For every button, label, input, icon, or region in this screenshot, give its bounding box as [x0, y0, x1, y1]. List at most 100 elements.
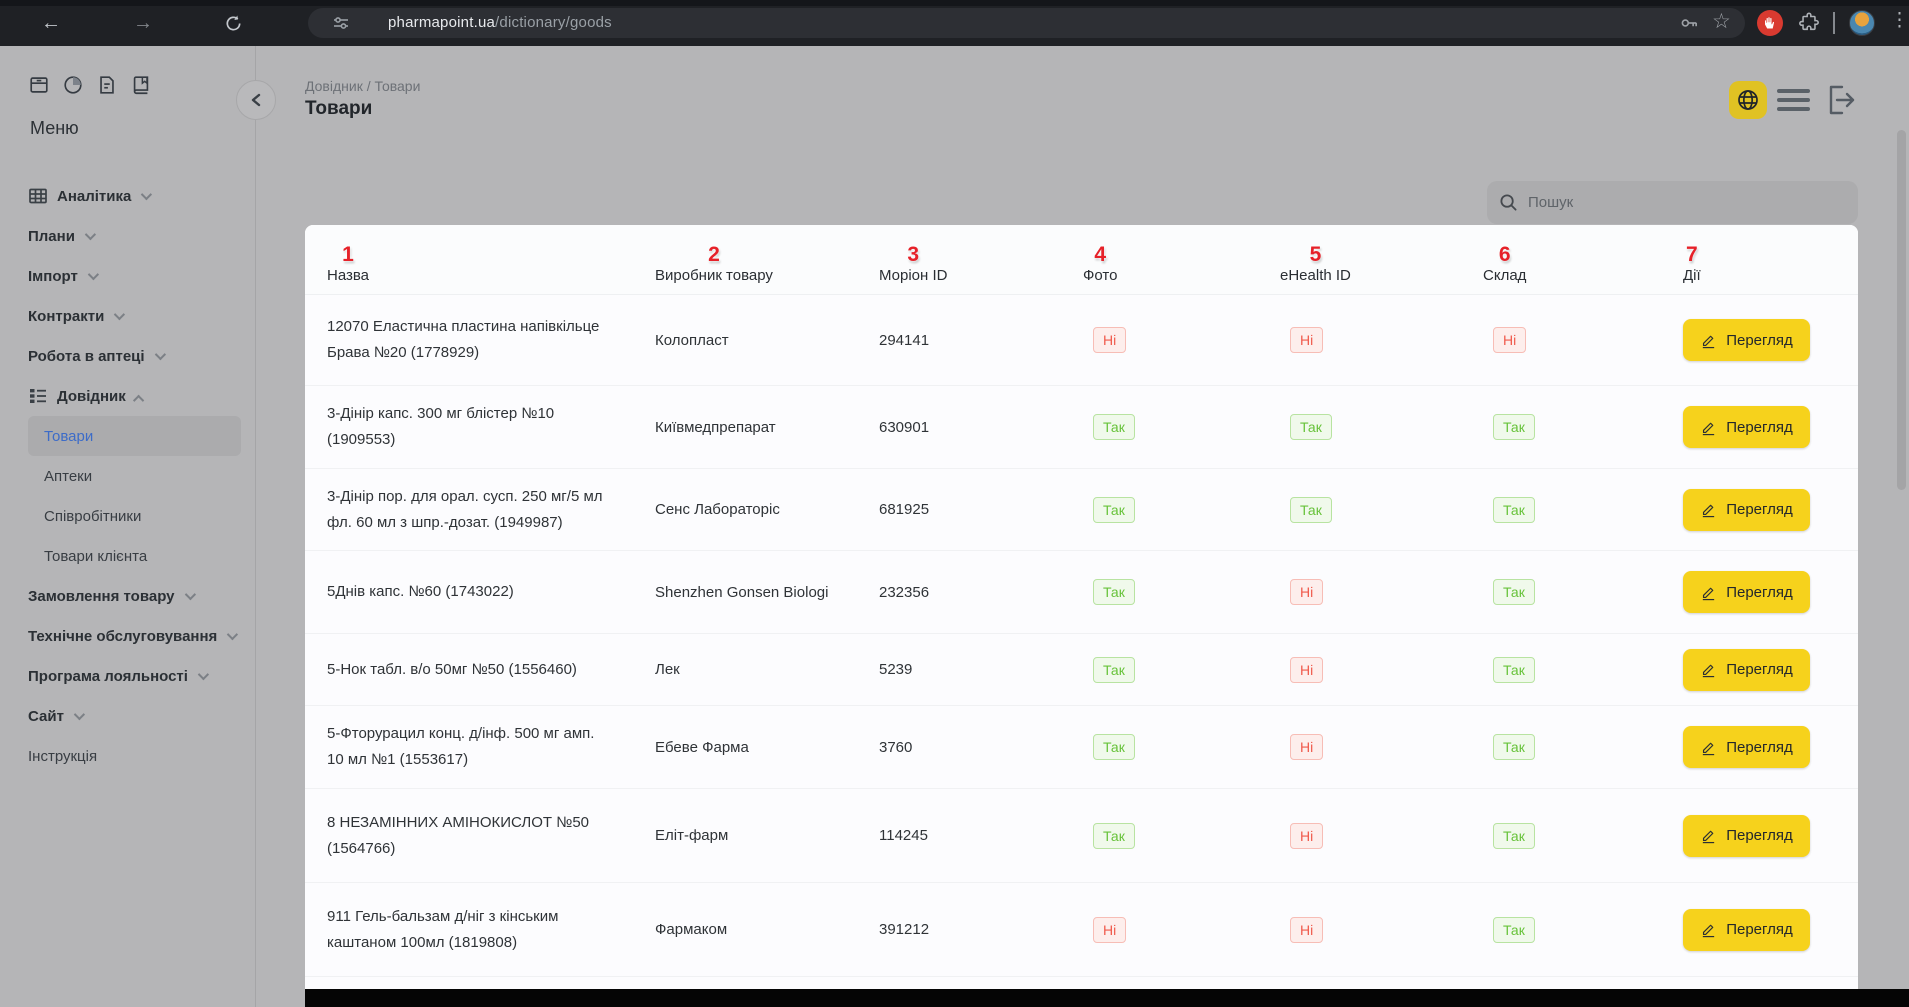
- sidebar-item-instruktsiya[interactable]: Інструкція: [28, 736, 241, 776]
- url-path: /dictionary/goods: [495, 14, 612, 31]
- cell-photo: Так: [1083, 734, 1280, 760]
- column-header: 5 eHealth ID: [1280, 244, 1483, 286]
- view-button[interactable]: Перегляд: [1683, 726, 1810, 768]
- edit-pencil-icon: [1703, 924, 1715, 938]
- column-label: Дії: [1683, 267, 1701, 284]
- sidebar-item-sait[interactable]: Сайт: [28, 696, 241, 736]
- extensions-puzzle-icon[interactable]: [1798, 11, 1820, 38]
- cell-name: 5Днів капс. №60 (1743022): [327, 583, 514, 600]
- sidebar-collapse-button[interactable]: [236, 80, 276, 120]
- photo-badge: Так: [1093, 734, 1135, 760]
- cell-stock: Так: [1483, 579, 1683, 605]
- cell-actions: Перегляд: [1683, 726, 1858, 768]
- browser-reload-icon[interactable]: [220, 10, 246, 36]
- browser-menu-icon[interactable]: ⋮: [1890, 10, 1909, 31]
- view-button[interactable]: Перегляд: [1683, 908, 1810, 951]
- document-icon[interactable]: [96, 74, 118, 96]
- page-scrollbar[interactable]: [1897, 130, 1906, 490]
- cell-ehealth: Ні: [1280, 327, 1483, 353]
- cell-manufacturer: Ебеве Фарма: [655, 738, 749, 756]
- sidebar-item-tekhnichne-obslugovuvannya[interactable]: Технічне обслуговування: [28, 616, 241, 656]
- browser-forward-icon[interactable]: →: [133, 11, 153, 34]
- cell-manufacturer: Сенс Лабораторіс: [655, 501, 780, 518]
- cell-morion-id: 232356: [879, 583, 930, 601]
- cell-name: 3-Дінір капс. 300 мг блістер №10 (190955…: [327, 405, 555, 448]
- view-button[interactable]: Перегляд: [1683, 488, 1810, 531]
- sidebar-item-zamovlennya-tovaru[interactable]: Замовлення товару: [28, 576, 241, 616]
- password-key-icon[interactable]: [1678, 12, 1700, 39]
- sidebar-item-analityka[interactable]: Аналітика: [28, 176, 241, 216]
- sidebar-item-robota-v-aptetsi[interactable]: Робота в аптеці: [28, 336, 241, 376]
- annotation-number: 3: [907, 243, 920, 266]
- search-input[interactable]: [1528, 194, 1846, 211]
- chevron-icon: [154, 348, 166, 361]
- cell-photo: Так: [1083, 579, 1280, 605]
- language-globe-button[interactable]: [1729, 81, 1767, 119]
- ehealth-badge: Так: [1290, 496, 1332, 523]
- chevron-icon: [227, 628, 239, 641]
- column-label: eHealth ID: [1280, 267, 1351, 284]
- toolbar-divider: [1833, 12, 1835, 34]
- pie-chart-icon[interactable]: [62, 74, 84, 96]
- ehealth-badge: Ні: [1290, 579, 1324, 605]
- annotation-number: 2: [708, 243, 720, 266]
- cell-actions: Перегляд: [1683, 648, 1858, 691]
- view-button[interactable]: Перегляд: [1683, 814, 1810, 857]
- cell-actions: Перегляд: [1683, 406, 1858, 448]
- menu-item-label: Товари клієнта: [44, 547, 148, 565]
- annotation-number: 1: [342, 243, 354, 266]
- url-bar[interactable]: pharmapoint.ua/dictionary/goods ☆: [308, 8, 1745, 38]
- cell-name: 3-Дінір пор. для орал. сусп. 250 мг/5 мл…: [327, 487, 603, 531]
- sidebar-item-kontrakty[interactable]: Контракти: [28, 296, 241, 336]
- view-button[interactable]: Перегляд: [1683, 319, 1810, 361]
- ehealth-badge: Так: [1290, 414, 1332, 440]
- cell-ehealth: Так: [1280, 496, 1483, 523]
- photo-badge: Так: [1093, 496, 1135, 523]
- chevron-icon: [141, 188, 153, 201]
- sidebar-item-spivrobitnyky[interactable]: Співробітники: [28, 496, 241, 536]
- bookmark-star-icon[interactable]: ☆: [1712, 10, 1731, 33]
- sidebar-item-tovary[interactable]: Товари: [28, 416, 241, 456]
- browser-toolbar: ← → pharmapoint.ua/dictionary/goods ☆ ⋮: [0, 0, 1909, 46]
- menu-title: Меню: [30, 118, 79, 138]
- stock-badge: Ні: [1493, 327, 1527, 353]
- view-button-label: Перегляд: [1726, 827, 1793, 844]
- sidebar-item-plany[interactable]: Плани: [28, 216, 241, 256]
- view-button[interactable]: Перегляд: [1683, 406, 1810, 448]
- menu-item-label: Програма лояльності: [28, 667, 188, 685]
- site-info-icon[interactable]: [332, 14, 350, 37]
- stock-badge: Так: [1493, 414, 1535, 440]
- search-icon: [1500, 194, 1517, 211]
- cell-actions: Перегляд: [1683, 319, 1858, 361]
- menu-item-label: Плани: [28, 227, 75, 245]
- logout-icon[interactable]: [1822, 83, 1858, 122]
- menu-item-label: Робота в аптеці: [28, 347, 145, 365]
- box-icon[interactable]: [28, 74, 50, 96]
- column-header: 1 Назва: [327, 244, 655, 286]
- sidebar-item-dovidnyk[interactable]: Довідник: [28, 376, 241, 416]
- adblock-extension-icon[interactable]: [1757, 10, 1783, 36]
- column-label: Склад: [1483, 267, 1527, 284]
- view-button-label: Перегляд: [1726, 331, 1793, 349]
- ehealth-badge: Ні: [1290, 916, 1324, 943]
- sidebar-item-programa-loyalnosti[interactable]: Програма лояльності: [28, 656, 241, 696]
- cell-name: 8 НЕЗАМІННИХ АМІНОКИСЛОТ №50 (1564766): [327, 813, 590, 857]
- photo-badge: Так: [1093, 822, 1135, 849]
- table-row: 8 НЕЗАМІННИХ АМІНОКИСЛОТ №50 (1564766) Е…: [305, 789, 1858, 883]
- browser-back-icon[interactable]: ←: [41, 11, 61, 34]
- view-button[interactable]: Перегляд: [1683, 648, 1810, 691]
- menu-item-label: Аналітика: [57, 187, 132, 205]
- edit-pencil-icon: [1703, 504, 1715, 518]
- breadcrumb[interactable]: Довідник / Товари: [305, 78, 421, 94]
- view-button[interactable]: Перегляд: [1683, 571, 1810, 613]
- hamburger-menu-icon[interactable]: [1777, 89, 1810, 111]
- sidebar-item-apteky[interactable]: Аптеки: [28, 456, 241, 496]
- sidebar-item-tovary-kliyenta[interactable]: Товари клієнта: [28, 536, 241, 576]
- book-icon[interactable]: [130, 74, 152, 96]
- view-button-label: Перегляд: [1726, 661, 1793, 678]
- sidebar-item-import[interactable]: Імпорт: [28, 256, 241, 296]
- profile-avatar[interactable]: [1849, 10, 1875, 36]
- cell-stock: Так: [1483, 414, 1683, 440]
- cell-actions: Перегляд: [1683, 908, 1858, 951]
- table-row: 3-Дінір пор. для орал. сусп. 250 мг/5 мл…: [305, 469, 1858, 551]
